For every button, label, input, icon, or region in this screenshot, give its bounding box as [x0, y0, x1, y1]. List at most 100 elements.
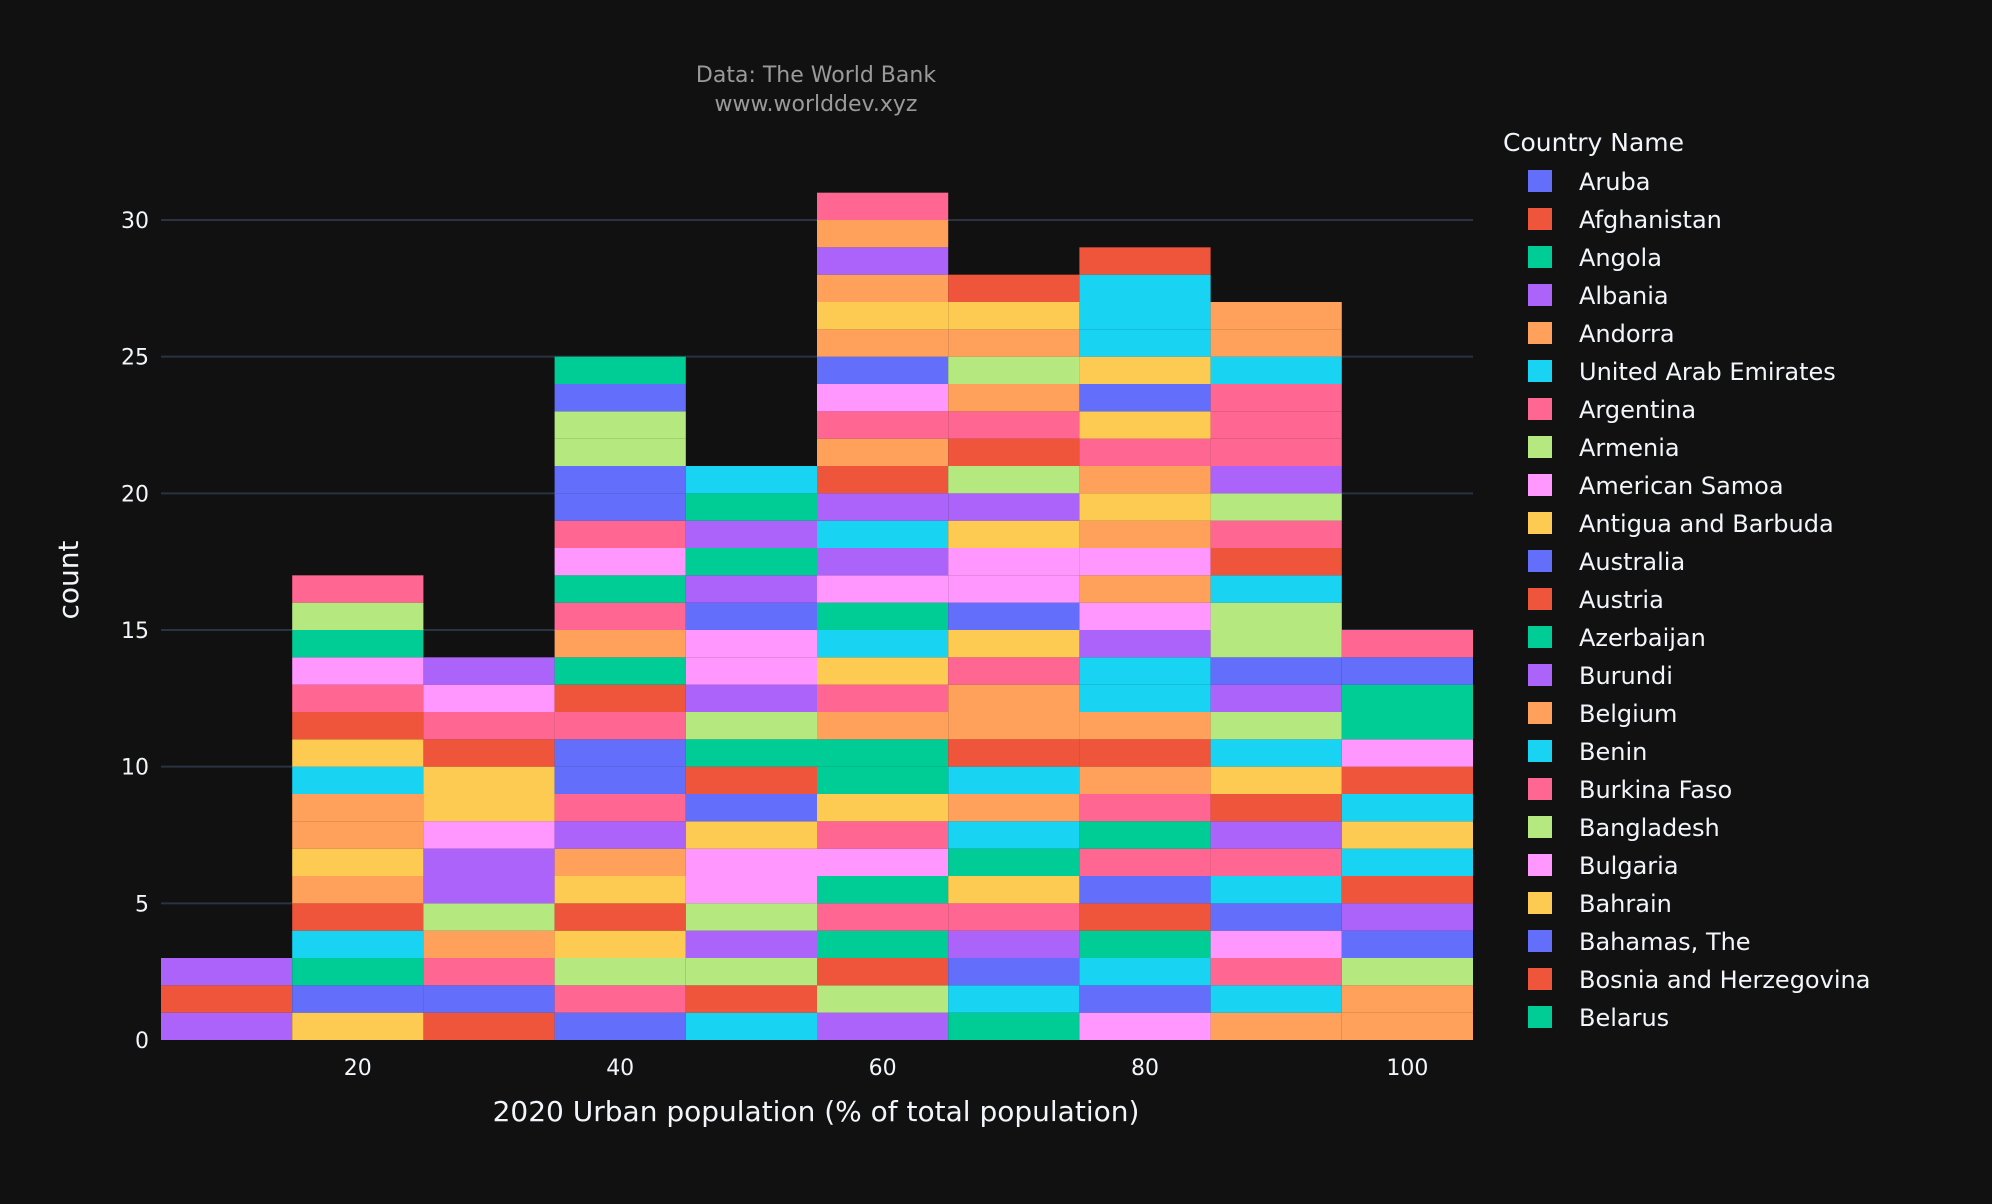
bar-segment [423, 985, 555, 1013]
bar-segment [1341, 1012, 1473, 1040]
legend-swatch[interactable] [1528, 626, 1552, 648]
legend-swatch[interactable] [1528, 588, 1552, 610]
bar-segment [948, 712, 1080, 740]
legend-swatch[interactable] [1528, 474, 1552, 496]
bar-segment [161, 958, 293, 986]
legend-swatch[interactable] [1528, 930, 1552, 952]
bar-segment [685, 985, 817, 1013]
bar-segment [948, 930, 1080, 958]
legend-item-label[interactable]: Andorra [1579, 320, 1675, 348]
bar-segment [554, 411, 686, 439]
bar-segment [948, 384, 1080, 412]
bar-segment [1341, 712, 1473, 740]
bar-segment [1341, 930, 1473, 958]
legend-item-label[interactable]: Bahrain [1579, 890, 1672, 918]
legend-item-label[interactable]: United Arab Emirates [1579, 358, 1836, 386]
bar-segment [948, 848, 1080, 876]
x-tick-label: 40 [606, 1056, 634, 1081]
legend-item-label[interactable]: Albania [1579, 282, 1669, 310]
bar-segment [554, 548, 686, 576]
legend-swatch[interactable] [1528, 398, 1552, 420]
legend-swatch[interactable] [1528, 854, 1552, 876]
legend-swatch[interactable] [1528, 740, 1552, 762]
bar-segment [817, 466, 949, 494]
bar-segment [1341, 848, 1473, 876]
legend-swatch[interactable] [1528, 816, 1552, 838]
x-tick-label: 60 [869, 1056, 897, 1081]
bar-segment [1079, 493, 1211, 521]
bar-segment [948, 520, 1080, 548]
bar-segment [1079, 657, 1211, 685]
bar-segment [817, 739, 949, 767]
bar-segment [554, 384, 686, 412]
bar-segment [817, 848, 949, 876]
legend-swatch[interactable] [1528, 284, 1552, 306]
bar-segment [948, 903, 1080, 931]
legend-item-label[interactable]: Bosnia and Herzegovina [1579, 966, 1870, 994]
legend-item-label[interactable]: Aruba [1579, 168, 1650, 196]
bar-segment [1210, 466, 1342, 494]
legend-item-label[interactable]: Austria [1579, 586, 1664, 614]
bar-segment [1210, 985, 1342, 1013]
bar-segment [1079, 602, 1211, 630]
bar-segment [685, 493, 817, 521]
legend-swatch[interactable] [1528, 360, 1552, 382]
legend-item-label[interactable]: Belarus [1579, 1004, 1669, 1032]
legend-swatch[interactable] [1528, 246, 1552, 268]
bar-segment [1210, 712, 1342, 740]
legend-swatch[interactable] [1528, 778, 1552, 800]
bar-segment [685, 466, 817, 494]
legend-swatch[interactable] [1528, 436, 1552, 458]
bar-segment [817, 356, 949, 384]
bar-segment [292, 903, 424, 931]
legend-item-label[interactable]: Benin [1579, 738, 1647, 766]
bar-segment [292, 985, 424, 1013]
legend-item-label[interactable]: Belgium [1579, 700, 1677, 728]
legend-item-label[interactable]: American Samoa [1579, 472, 1784, 500]
bar-segment [1079, 712, 1211, 740]
legend-swatch[interactable] [1528, 1006, 1552, 1028]
legend-item-label[interactable]: Armenia [1579, 434, 1680, 462]
legend-swatch[interactable] [1528, 170, 1552, 192]
bar-segment [685, 520, 817, 548]
legend-item-label[interactable]: Azerbaijan [1579, 624, 1706, 652]
legend-swatch[interactable] [1528, 664, 1552, 686]
bar-segment [948, 493, 1080, 521]
legend-item-label[interactable]: Bulgaria [1579, 852, 1679, 880]
legend-item-label[interactable]: Bahamas, The [1579, 928, 1751, 956]
bar-segment [423, 958, 555, 986]
legend-item-label[interactable]: Burundi [1579, 662, 1673, 690]
bar-segment [817, 438, 949, 466]
legend-item-label[interactable]: Burkina Faso [1579, 776, 1732, 804]
legend-item-label[interactable]: Antigua and Barbuda [1579, 510, 1834, 538]
legend-swatch[interactable] [1528, 550, 1552, 572]
legend-swatch[interactable] [1528, 512, 1552, 534]
legend-item-label[interactable]: Afghanistan [1579, 206, 1722, 234]
bar-segment [817, 712, 949, 740]
legend-item-label[interactable]: Australia [1579, 548, 1685, 576]
bar-segment [948, 958, 1080, 986]
bar-segment [1210, 739, 1342, 767]
bar-segment [817, 794, 949, 822]
bar-segment [1341, 821, 1473, 849]
legend-swatch[interactable] [1528, 968, 1552, 990]
bar-segment [948, 985, 1080, 1013]
bar-segment [948, 302, 1080, 330]
legend-item-label[interactable]: Bangladesh [1579, 814, 1720, 842]
bar-segment [1210, 384, 1342, 412]
legend-swatch[interactable] [1528, 208, 1552, 230]
bar-segment [423, 1012, 555, 1040]
legend-swatch[interactable] [1528, 322, 1552, 344]
y-tick-label: 20 [121, 482, 149, 507]
bar-segment [685, 848, 817, 876]
bar-segment [1079, 384, 1211, 412]
legend-item-label[interactable]: Angola [1579, 244, 1662, 272]
bar-segment [292, 739, 424, 767]
bar-segment [817, 958, 949, 986]
legend-swatch[interactable] [1528, 892, 1552, 914]
legend-item-label[interactable]: Argentina [1579, 396, 1696, 424]
legend-swatch[interactable] [1528, 702, 1552, 724]
legend-title: Country Name [1503, 128, 1684, 157]
bar-segment [1341, 766, 1473, 794]
bar-segment [817, 411, 949, 439]
